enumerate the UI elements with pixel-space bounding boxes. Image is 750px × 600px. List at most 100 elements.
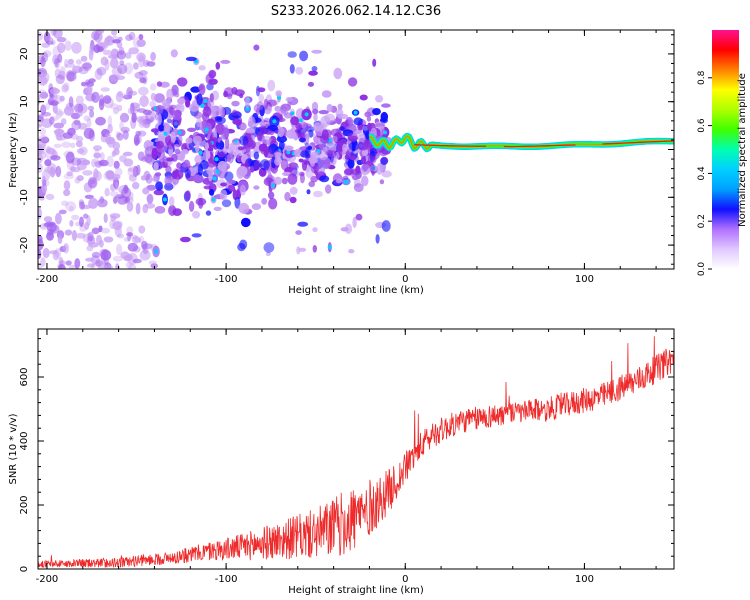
spectrogram-blob — [195, 197, 207, 206]
spectrogram-blob — [281, 177, 288, 185]
spectrogram-blob — [83, 213, 89, 219]
spectrogram-blob — [86, 117, 92, 128]
spectrogram-blob — [106, 155, 114, 168]
spectrogram-blob — [132, 37, 142, 48]
spectrogram-blob — [217, 160, 228, 172]
spectrogram-blob — [98, 198, 104, 206]
spectrogram-blob — [75, 140, 83, 148]
snr-panel: -200 -100 0 100 0 200 400 600 Height of straigh… — [8, 328, 675, 596]
spectrogram-blob — [310, 151, 319, 158]
spectrogram-blob — [193, 174, 204, 184]
spectrogram-blob — [74, 258, 81, 269]
spectrogram-blob — [259, 125, 267, 135]
spectrogram-blob — [57, 235, 63, 244]
spectrogram-blob — [292, 164, 299, 169]
spectrogram-blob — [84, 194, 94, 199]
spectrogram-blob — [56, 42, 66, 54]
spectrogram-blob — [369, 147, 377, 157]
spectrogram-blob — [274, 157, 282, 166]
spectrogram-blob — [330, 128, 342, 137]
spectrogram-blob — [376, 163, 383, 175]
spectrogram-blob — [381, 170, 392, 178]
spectrogram-blob — [237, 243, 246, 252]
spectrogram-blob — [88, 176, 97, 188]
colorbar-tick-label: 0.6 — [697, 118, 707, 133]
spectrogram-blob — [259, 159, 270, 171]
spectrogram-blob — [97, 263, 107, 269]
spectrogram-blob — [214, 116, 226, 125]
spectrogram-blob — [231, 110, 240, 116]
spectrogram-blob — [87, 231, 94, 242]
spectrogram-blob — [274, 152, 282, 158]
spectrogram-blob — [313, 122, 323, 132]
spectrogram-peak — [194, 59, 199, 64]
spectrogram-blob — [185, 56, 197, 62]
spectrogram-blob — [257, 87, 266, 93]
spectrogram-blob — [286, 129, 296, 139]
spectrogram-peak — [353, 110, 358, 115]
spectrogram-blob — [312, 133, 317, 142]
spectrogram-blob — [278, 114, 284, 123]
spectrogram-blob — [285, 97, 293, 102]
spectrogram-blob — [119, 112, 130, 123]
spectrogram-blob — [156, 81, 162, 87]
x-tick-label: 100 — [575, 274, 594, 285]
spectrogram-blob — [154, 93, 165, 103]
spectrogram-blob — [100, 87, 110, 92]
spectrogram-blob — [91, 158, 97, 168]
spectrogram-blob — [74, 177, 81, 184]
spectrogram-blob — [208, 188, 215, 196]
spectrogram-blob — [107, 115, 113, 128]
spectrogram-blob — [65, 151, 75, 164]
spectrogram-blob — [78, 66, 89, 75]
spectrogram-blob — [289, 186, 298, 195]
spectrogram-blob — [104, 133, 112, 140]
spectrogram-blob — [45, 221, 56, 226]
spectrogram-blob — [145, 110, 156, 123]
spectrogram-blob — [326, 104, 333, 112]
spectrogram-blob — [163, 125, 173, 132]
spectrogram-blob — [103, 236, 114, 243]
spectrogram-blob — [137, 151, 145, 161]
spectrogram-blob — [40, 136, 50, 144]
spectrogram-blob — [112, 255, 123, 262]
spectrogram-blob — [312, 245, 317, 253]
spectrogram-blob — [85, 86, 93, 95]
spectrogram-blob — [295, 122, 303, 131]
spectrogram-blob — [235, 154, 241, 162]
spectrogram-blob — [76, 157, 88, 166]
spectrogram-blob — [110, 173, 121, 181]
spectrogram-blob — [306, 189, 311, 195]
y-tick-label: 400 — [19, 431, 30, 450]
spectrogram-blob — [349, 155, 357, 161]
spectrogram-blob — [55, 110, 65, 116]
spectrogram-blob — [96, 234, 102, 245]
y-tick-label: 0 — [19, 146, 30, 152]
spectrogram-blob — [170, 49, 178, 58]
spectrogram-peak — [344, 179, 349, 184]
spectrogram-blob — [287, 173, 298, 185]
spectrogram-blob — [313, 112, 318, 122]
spectrogram-blob — [38, 123, 43, 128]
spectrogram-blob — [308, 181, 316, 188]
spectrogram-blob — [277, 126, 285, 138]
spectrogram-peak — [212, 176, 217, 181]
spectrogram-blob — [113, 160, 120, 169]
spectrogram-blob — [237, 146, 245, 151]
spectrogram-blob — [205, 210, 212, 216]
spectrogram-blob — [102, 248, 109, 257]
spectrogram-blob — [110, 183, 116, 192]
spectrogram-blob — [274, 105, 281, 112]
spectrogram-blob — [53, 122, 64, 129]
spectrogram-peak — [211, 197, 216, 202]
y-tick-label: 10 — [19, 95, 30, 108]
spectrogram-blob — [82, 170, 93, 176]
spectrogram-blob — [69, 205, 74, 212]
spectrogram-blob — [75, 59, 82, 65]
spectrogram-blob — [126, 201, 134, 212]
spectrogram-blob — [184, 168, 191, 179]
spectrogram-blob — [347, 132, 358, 142]
spectrogram-blob — [359, 94, 368, 101]
spectrogram-blob — [100, 249, 112, 261]
x-tick-label: 0 — [402, 574, 408, 585]
